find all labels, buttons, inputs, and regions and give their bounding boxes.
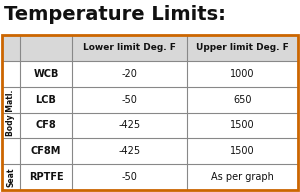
Text: As per graph: As per graph [211, 172, 274, 182]
Bar [2, 35, 298, 190]
Bar [2, 35, 298, 61]
Text: -50: -50 [122, 172, 137, 182]
Text: Lower limit Deg. F: Lower limit Deg. F [83, 44, 176, 52]
Bar [2, 35, 298, 190]
Text: CF8M: CF8M [31, 146, 61, 156]
Text: Body Matl.: Body Matl. [7, 89, 16, 136]
Text: WCB: WCB [33, 69, 59, 79]
Text: -425: -425 [118, 146, 141, 156]
Text: 1000: 1000 [230, 69, 255, 79]
Text: 1500: 1500 [230, 146, 255, 156]
Text: 650: 650 [233, 95, 252, 105]
Text: -20: -20 [122, 69, 137, 79]
Text: Temperature Limits:: Temperature Limits: [4, 5, 226, 24]
Text: 1500: 1500 [230, 121, 255, 131]
Text: CF8: CF8 [36, 121, 56, 131]
Text: Upper limit Deg. F: Upper limit Deg. F [196, 44, 289, 52]
Text: LCB: LCB [36, 95, 56, 105]
Text: Seat: Seat [7, 167, 16, 187]
Text: -425: -425 [118, 121, 141, 131]
Text: -50: -50 [122, 95, 137, 105]
Text: RPTFE: RPTFE [29, 172, 63, 182]
